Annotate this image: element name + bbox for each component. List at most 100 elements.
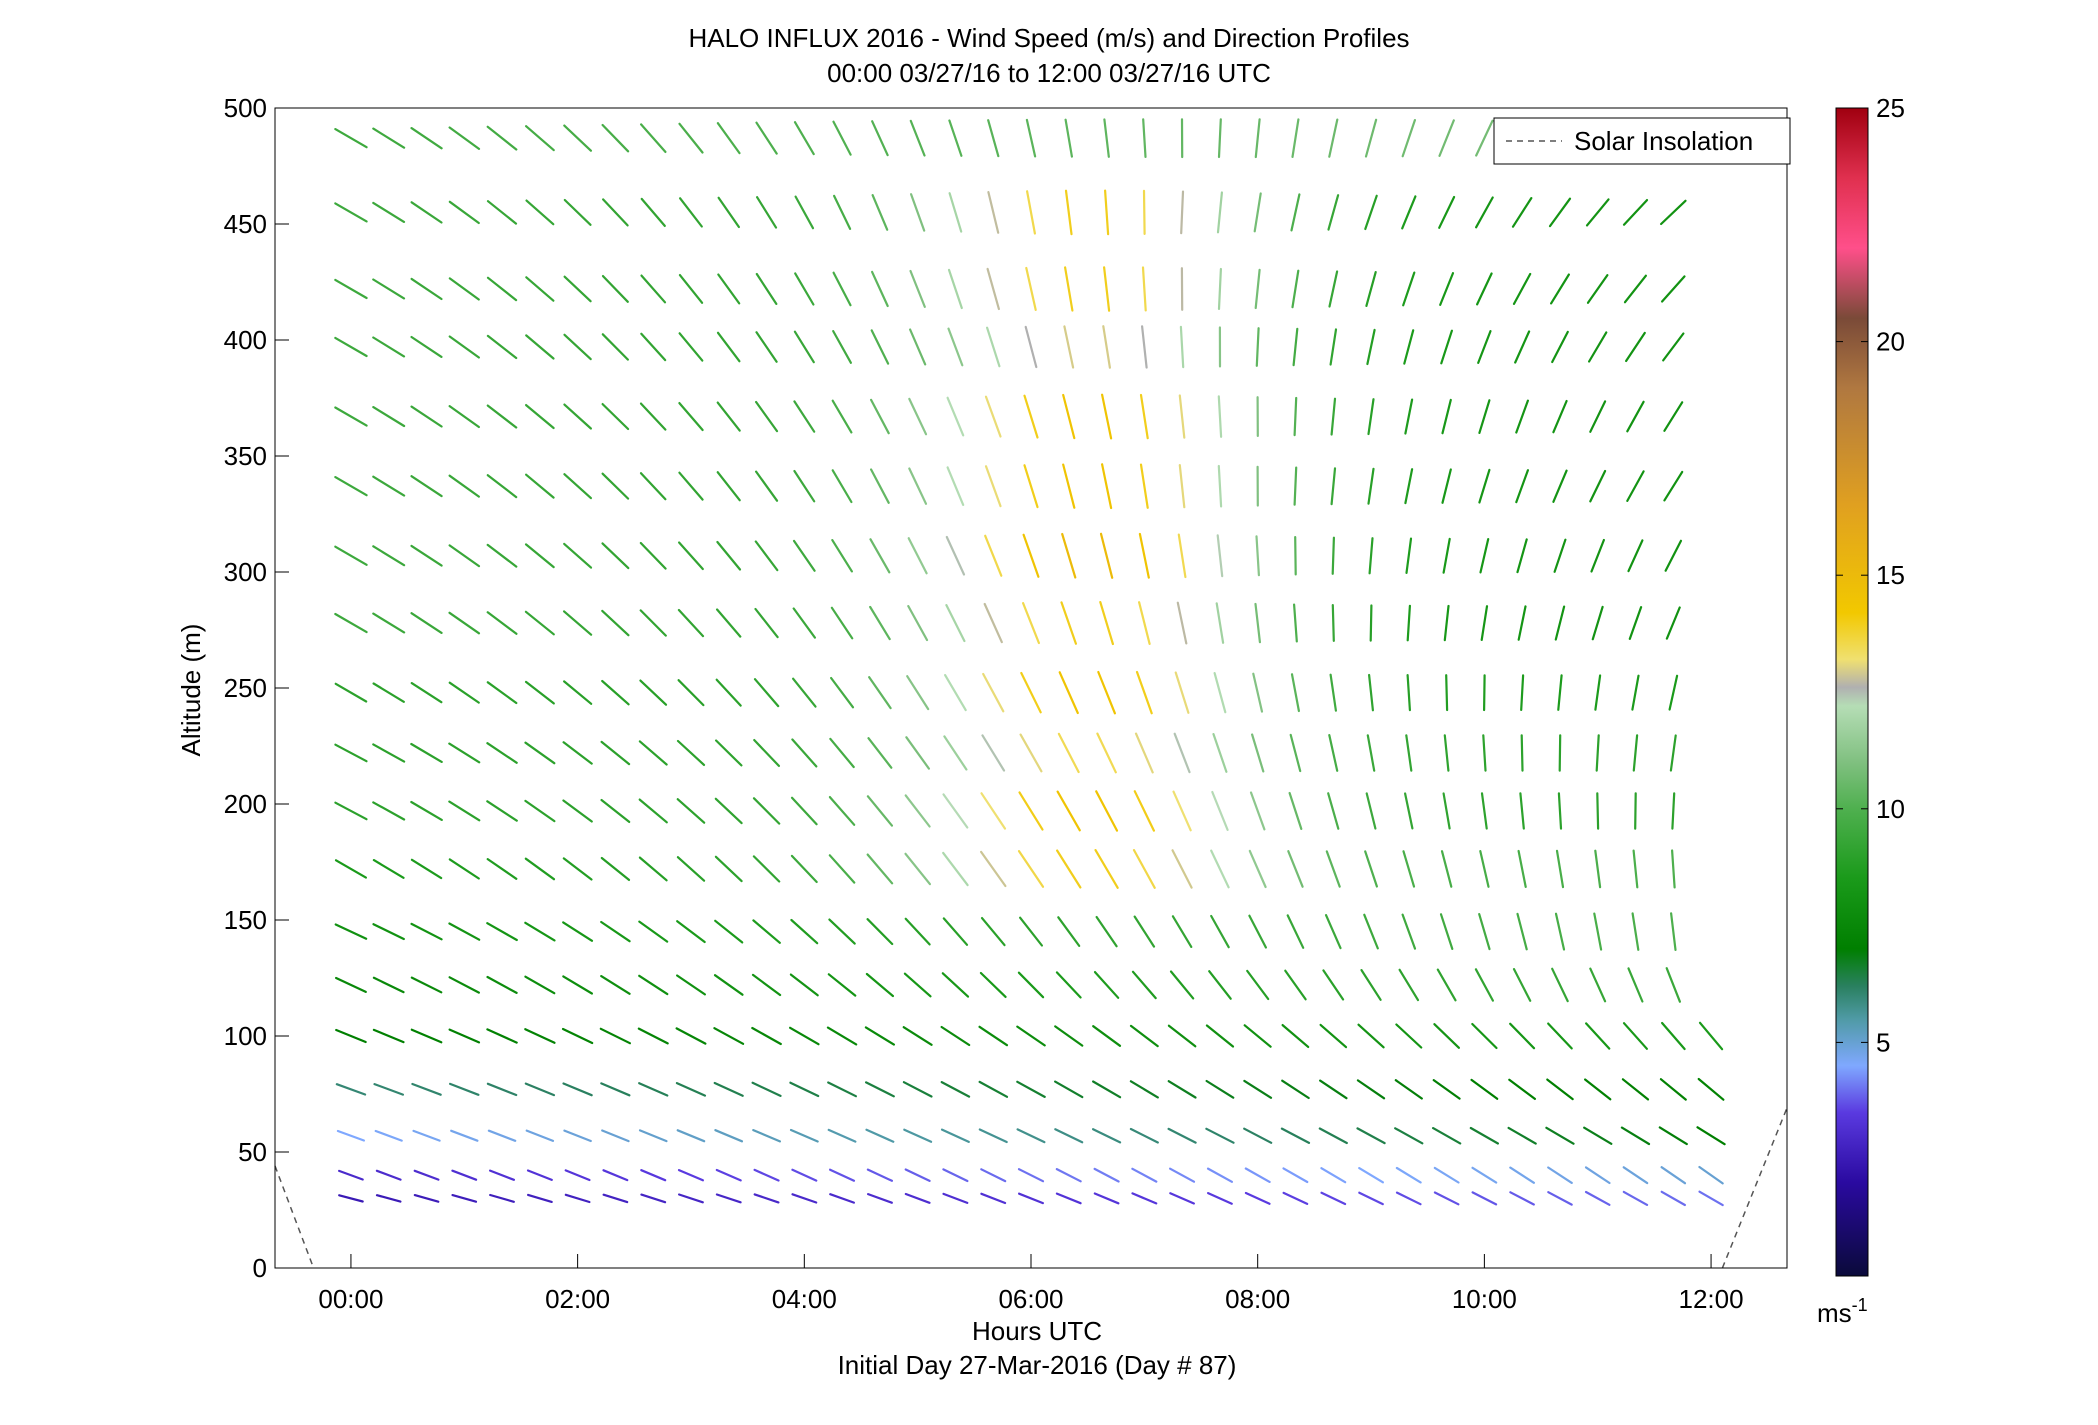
x-axis-label: Hours UTC [972, 1316, 1102, 1346]
wind-vector [1330, 397, 1337, 436]
wind-vector [947, 268, 963, 310]
wind-vector [1330, 467, 1337, 506]
wind-vector [754, 540, 779, 572]
wind-vector [1474, 196, 1494, 229]
wind-vector [1062, 463, 1076, 509]
wind-vector [601, 542, 630, 570]
wind-vector [338, 1194, 364, 1203]
wind-vector [940, 1080, 971, 1098]
wind-vector [866, 795, 894, 827]
wind-vector [1443, 734, 1450, 772]
wind-vector [1395, 1166, 1422, 1184]
x-tick-label: 10:00 [1452, 1284, 1517, 1314]
wind-vector [1622, 1190, 1649, 1207]
wind-vector [907, 537, 928, 575]
wind-vector [713, 1081, 744, 1097]
wind-vector [1367, 467, 1375, 505]
wind-vector [526, 1193, 553, 1204]
wind-vector [978, 1128, 1008, 1144]
y-tick-label: 450 [224, 209, 267, 239]
wind-vector [1442, 537, 1451, 574]
wind-vector [1282, 1167, 1309, 1184]
wind-vector [832, 271, 852, 307]
wind-vector [1365, 271, 1377, 307]
wind-vector [1552, 469, 1568, 503]
wind-vector [1583, 1126, 1613, 1145]
wind-vector [448, 800, 481, 822]
wind-vector [716, 331, 741, 363]
y-axis: 0 50 100 150 200 250 300 350 400 450 500 [224, 93, 289, 1283]
wind-vector [1440, 850, 1453, 888]
wind-vector [1360, 968, 1382, 1001]
wind-vector [1167, 1024, 1197, 1048]
wind-vector [1663, 401, 1684, 432]
wind-vector [1436, 968, 1457, 1002]
wind-vector [978, 1080, 1009, 1098]
wind-vector [1095, 790, 1119, 832]
wind-vector [526, 1169, 553, 1182]
wind-vector [1213, 671, 1227, 714]
wind-vector [563, 403, 593, 430]
wind-vector [903, 1128, 933, 1143]
wind-vector [524, 125, 555, 152]
wind-vector [1365, 792, 1377, 830]
wind-vector [1096, 732, 1117, 774]
wind-vector [902, 1081, 933, 1098]
wind-vector [865, 972, 895, 998]
wind-vector [755, 331, 778, 363]
wind-vector [904, 1192, 931, 1204]
wind-vector [1471, 1191, 1498, 1206]
wind-vector [677, 541, 704, 571]
wind-vector [980, 792, 1007, 830]
wind-vector [1584, 1190, 1611, 1206]
wind-vector [639, 123, 667, 153]
wind-vector [372, 278, 406, 300]
wind-vector [1369, 604, 1373, 642]
wind-vector [754, 470, 779, 502]
wind-vector [1401, 913, 1417, 950]
wind-vector [1016, 1080, 1046, 1099]
wind-vector [753, 738, 781, 768]
wind-vector [334, 801, 368, 821]
wind-vector [870, 329, 890, 365]
wind-vector [1217, 118, 1222, 159]
wind-vector [1217, 267, 1223, 310]
wind-vector [562, 741, 593, 765]
wind-vector [1442, 792, 1451, 830]
wind-vector [1551, 330, 1569, 364]
wind-vector [1017, 1168, 1045, 1183]
wind-vector [600, 920, 631, 943]
wind-vector [792, 607, 817, 639]
wind-vector [372, 545, 406, 567]
wind-vector [601, 123, 630, 153]
wind-vector [1282, 1191, 1309, 1206]
wind-vector [1621, 1078, 1650, 1101]
wind-vector [1623, 274, 1648, 304]
wind-vector [524, 610, 555, 636]
wind-vector [828, 795, 856, 826]
x-tick-label: 12:00 [1679, 1284, 1744, 1314]
wind-vector [410, 475, 443, 498]
wind-vector [1169, 970, 1195, 1000]
wind-vector [638, 740, 668, 766]
wind-vector [985, 326, 1001, 368]
wind-vector [940, 1025, 971, 1047]
wind-vector [601, 1129, 630, 1143]
wind-vector [372, 1028, 405, 1044]
wind-vector [791, 1168, 818, 1182]
wind-vector [1129, 1080, 1159, 1099]
wind-vector [904, 1168, 931, 1183]
wind-vector [1169, 1192, 1196, 1205]
wind-vector [524, 473, 555, 499]
wind-vector [716, 540, 742, 571]
wind-vector [828, 918, 856, 945]
wind-vector [714, 739, 743, 767]
wind-vector [334, 923, 368, 940]
wind-vector [1025, 190, 1037, 235]
wind-vector [1587, 331, 1608, 363]
wind-vector [1358, 1166, 1385, 1184]
wind-vector [601, 403, 630, 431]
wind-vector [1057, 732, 1080, 774]
wind-vector [1627, 539, 1644, 573]
wind-vector [869, 538, 891, 574]
